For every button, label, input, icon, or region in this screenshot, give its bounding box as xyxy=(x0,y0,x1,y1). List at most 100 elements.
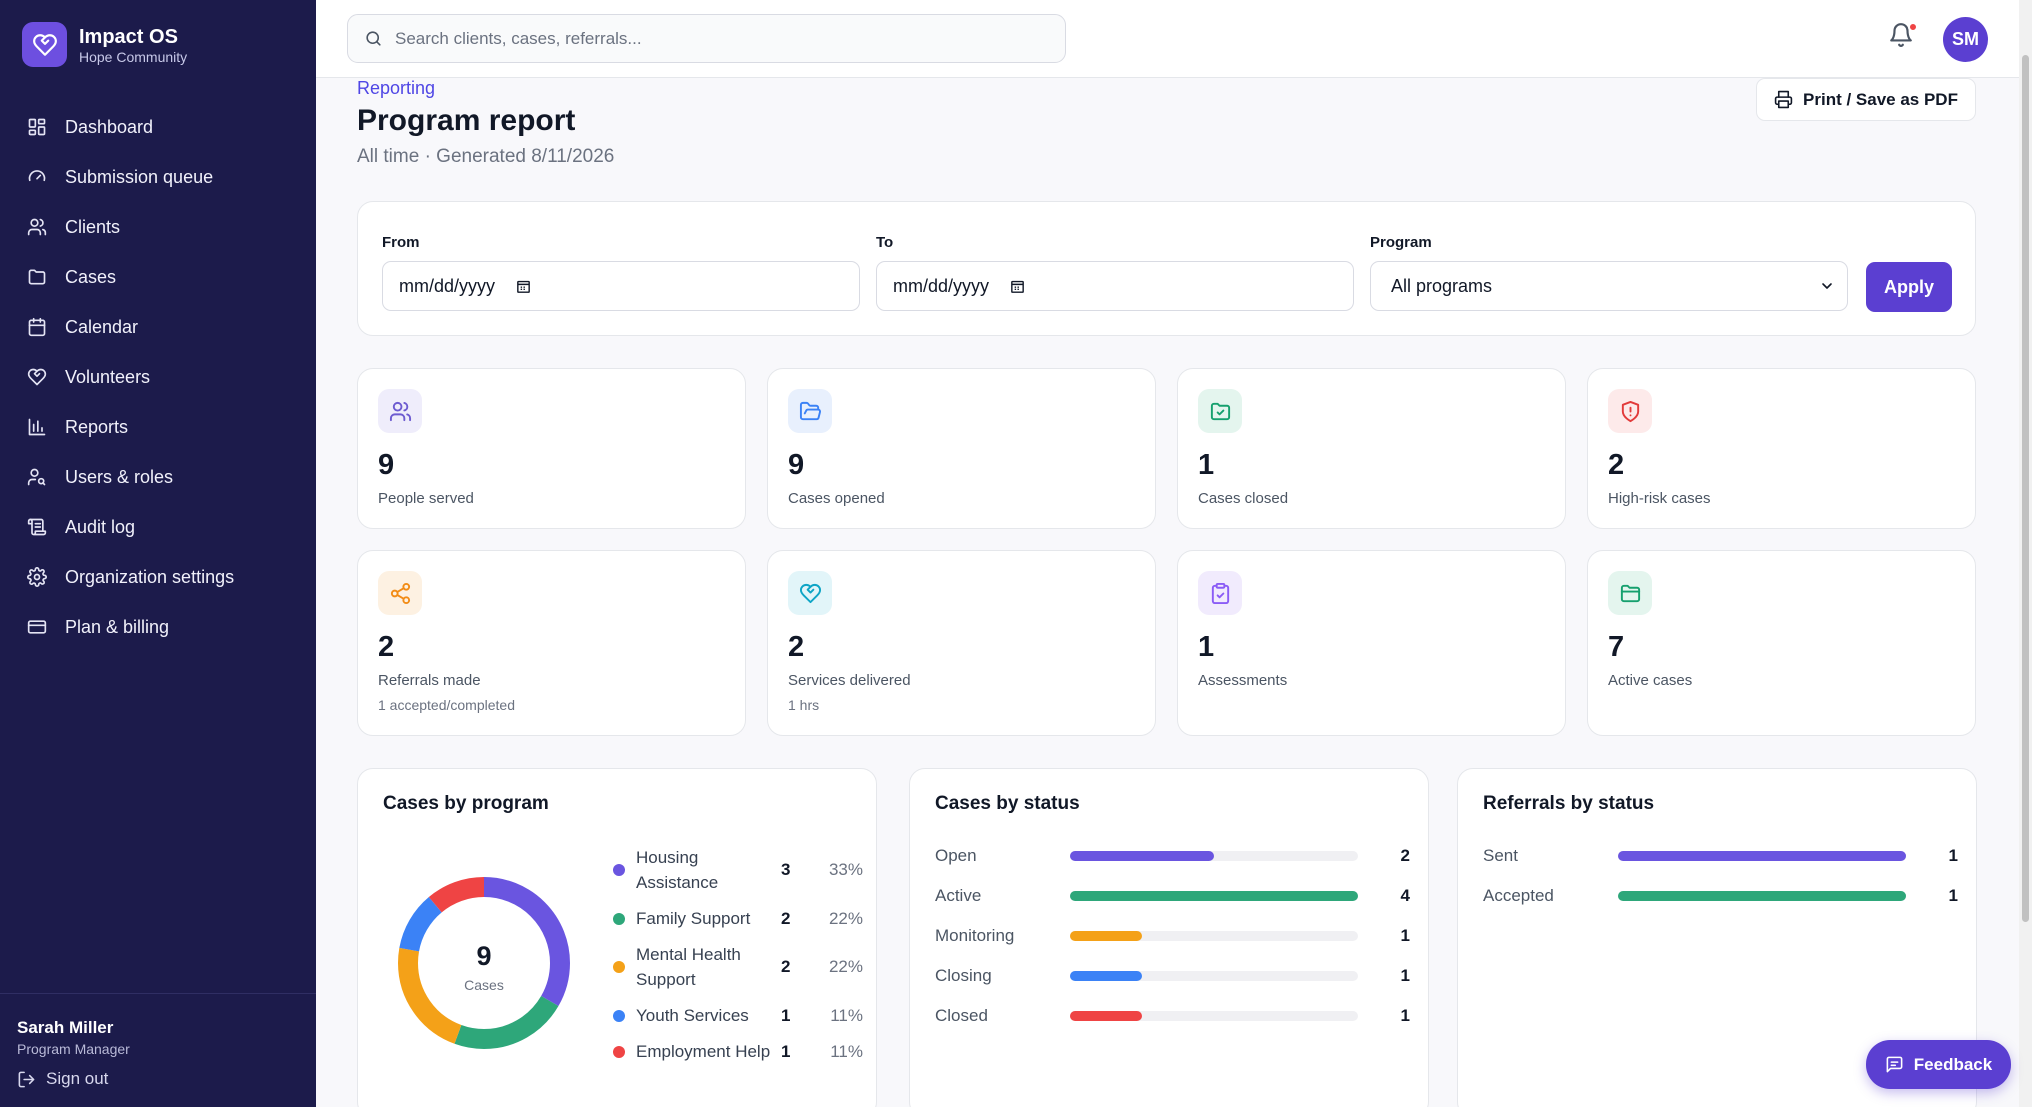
stat-label: Active cases xyxy=(1608,672,1693,689)
stat-icon-wrap xyxy=(1198,571,1242,615)
credit-card-icon xyxy=(27,620,47,634)
scrollbar-thumb[interactable] xyxy=(2022,55,2029,922)
legend-percent: 11% xyxy=(830,1041,863,1061)
bar-label: Monitoring xyxy=(935,926,1015,945)
donut-label: Cases xyxy=(464,977,504,993)
stat-card-people-served: 9 People served xyxy=(357,368,746,529)
to-date-placeholder: mm/dd/yyyy xyxy=(893,275,990,296)
bar-label: Open xyxy=(935,846,977,865)
stat-icon-wrap xyxy=(1608,389,1652,433)
sidebar-item-dashboard[interactable]: Dashboard xyxy=(0,102,316,152)
bar-count: 2 xyxy=(1400,846,1410,865)
breadcrumb[interactable]: Reporting xyxy=(357,78,436,98)
search-input[interactable] xyxy=(395,28,1035,49)
sidebar-item-label: Dashboard xyxy=(65,116,154,137)
bar-track xyxy=(1070,931,1358,941)
stat-card-active-cases: 7 Active cases xyxy=(1587,550,1976,736)
bar-row: Closing 1 xyxy=(935,963,1410,989)
bar-label: Sent xyxy=(1483,846,1518,865)
scroll-icon xyxy=(27,518,47,536)
bar-count: 1 xyxy=(1948,846,1958,865)
sign-out-button[interactable]: Sign out xyxy=(17,1069,316,1089)
donut-slice[interactable] xyxy=(398,877,570,1049)
users-icon xyxy=(27,218,47,236)
bar-label: Active xyxy=(935,886,982,905)
bar-fill xyxy=(1070,931,1142,941)
legend-item: Youth Services 1 11% xyxy=(613,1003,863,1028)
sidebar-item-label: Users & roles xyxy=(65,466,174,487)
program-label: Program xyxy=(1370,234,1432,251)
sidebar-footer: Sarah Miller Program Manager Sign out xyxy=(0,993,316,1089)
stat-label: People served xyxy=(378,490,474,507)
stat-icon-wrap xyxy=(1198,389,1242,433)
bar-fill xyxy=(1618,891,1906,901)
stat-label: Cases opened xyxy=(788,490,885,507)
donut-slice[interactable] xyxy=(398,877,570,1049)
legend-label: Mental Health Support xyxy=(636,945,741,989)
bar-fill xyxy=(1070,971,1142,981)
bar-row: Open 2 xyxy=(935,843,1410,869)
legend-item: Housing Assistance 3 33% xyxy=(613,845,863,895)
apply-button[interactable]: Apply xyxy=(1866,262,1952,312)
message-icon xyxy=(1886,1056,1903,1073)
stat-value: 1 xyxy=(1198,631,1215,663)
program-select[interactable]: All programs xyxy=(1370,261,1848,311)
legend-dot xyxy=(613,961,625,973)
stat-icon-wrap xyxy=(378,389,422,433)
sidebar-item-calendar[interactable]: Calendar xyxy=(0,302,316,352)
clipboard-check-icon xyxy=(1211,582,1229,604)
feedback-label: Feedback xyxy=(1913,1054,1993,1074)
gear-icon xyxy=(27,567,47,587)
bar-row: Sent 1 xyxy=(1483,843,1958,869)
gauge-icon xyxy=(28,170,46,182)
sidebar-item-clients[interactable]: Clients xyxy=(0,202,316,252)
sidebar-item-users-roles[interactable]: Users & roles xyxy=(0,452,316,502)
bar-fill xyxy=(1070,851,1214,861)
sidebar-item-label: Calendar xyxy=(65,316,139,337)
sidebar-item-audit-log[interactable]: Audit log xyxy=(0,502,316,552)
stat-value: 1 xyxy=(1198,449,1215,481)
stat-icon-wrap xyxy=(788,389,832,433)
folder-icon xyxy=(28,269,46,285)
sidebar-item-label: Organization settings xyxy=(65,566,235,587)
cases-by-status-panel: Cases by status Open 2 Active 4 Monitoring 1 C… xyxy=(909,768,1429,1107)
from-label: From xyxy=(382,234,420,251)
legend-dot xyxy=(613,1045,625,1058)
stat-icon-wrap xyxy=(378,571,422,615)
calendar-icon[interactable] xyxy=(1009,278,1026,295)
notification-badge xyxy=(1908,22,1918,32)
panel-title: Referrals by status xyxy=(1483,793,1655,814)
sidebar-item-submission-queue[interactable]: Submission queue xyxy=(0,152,316,202)
sidebar-item-cases[interactable]: Cases xyxy=(0,252,316,302)
sign-out-label: Sign out xyxy=(46,1069,109,1088)
bar-track xyxy=(1070,1011,1358,1021)
bar-track xyxy=(1618,851,1906,861)
bar-track xyxy=(1618,891,1906,901)
search-bar[interactable] xyxy=(347,14,1066,63)
sidebar-item-plan-billing[interactable]: Plan & billing xyxy=(0,602,316,652)
sidebar-item-label: Clients xyxy=(65,216,121,237)
avatar[interactable]: SM xyxy=(1943,17,1988,62)
from-date-input[interactable]: mm/dd/yyyy xyxy=(382,261,860,311)
bar-count: 1 xyxy=(1400,926,1410,945)
to-date-input[interactable]: mm/dd/yyyy xyxy=(876,261,1354,311)
page-subtitle: All time · Generated 8/11/2026 xyxy=(357,146,615,167)
notifications-button[interactable] xyxy=(1888,22,1918,52)
scrollbar[interactable] xyxy=(2019,0,2032,1107)
brand[interactable]: Impact OS Hope Community xyxy=(22,22,187,67)
stat-icon-wrap xyxy=(788,571,832,615)
calendar-icon[interactable] xyxy=(515,278,532,295)
sidebar-item-volunteers[interactable]: Volunteers xyxy=(0,352,316,402)
donut-slice[interactable] xyxy=(398,877,570,1049)
org-name: Hope Community xyxy=(79,48,188,65)
bar-count: 1 xyxy=(1948,886,1958,905)
share-icon xyxy=(390,582,410,604)
sidebar-item-label: Audit log xyxy=(65,516,136,537)
legend-label: Employment Help xyxy=(636,1042,771,1061)
feedback-button[interactable]: Feedback xyxy=(1866,1040,2011,1089)
print-button[interactable]: Print / Save as PDF xyxy=(1756,78,1976,121)
stat-value: 2 xyxy=(788,631,805,663)
sidebar-item-organization-settings[interactable]: Organization settings xyxy=(0,552,316,602)
legend-dot xyxy=(613,912,625,925)
sidebar-item-reports[interactable]: Reports xyxy=(0,402,316,452)
